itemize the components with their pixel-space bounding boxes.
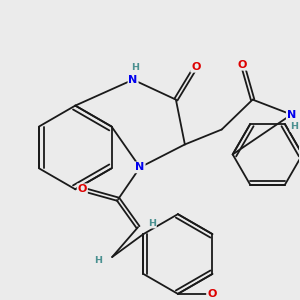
Text: H: H (148, 219, 156, 228)
Text: O: O (191, 62, 200, 72)
Text: H: H (94, 256, 102, 266)
Text: N: N (135, 162, 145, 172)
Text: N: N (287, 110, 296, 120)
Text: N: N (128, 75, 138, 85)
Text: H: H (290, 122, 298, 131)
Text: H: H (131, 63, 139, 72)
Text: O: O (78, 184, 87, 194)
Text: O: O (238, 60, 247, 70)
Text: O: O (207, 289, 216, 299)
